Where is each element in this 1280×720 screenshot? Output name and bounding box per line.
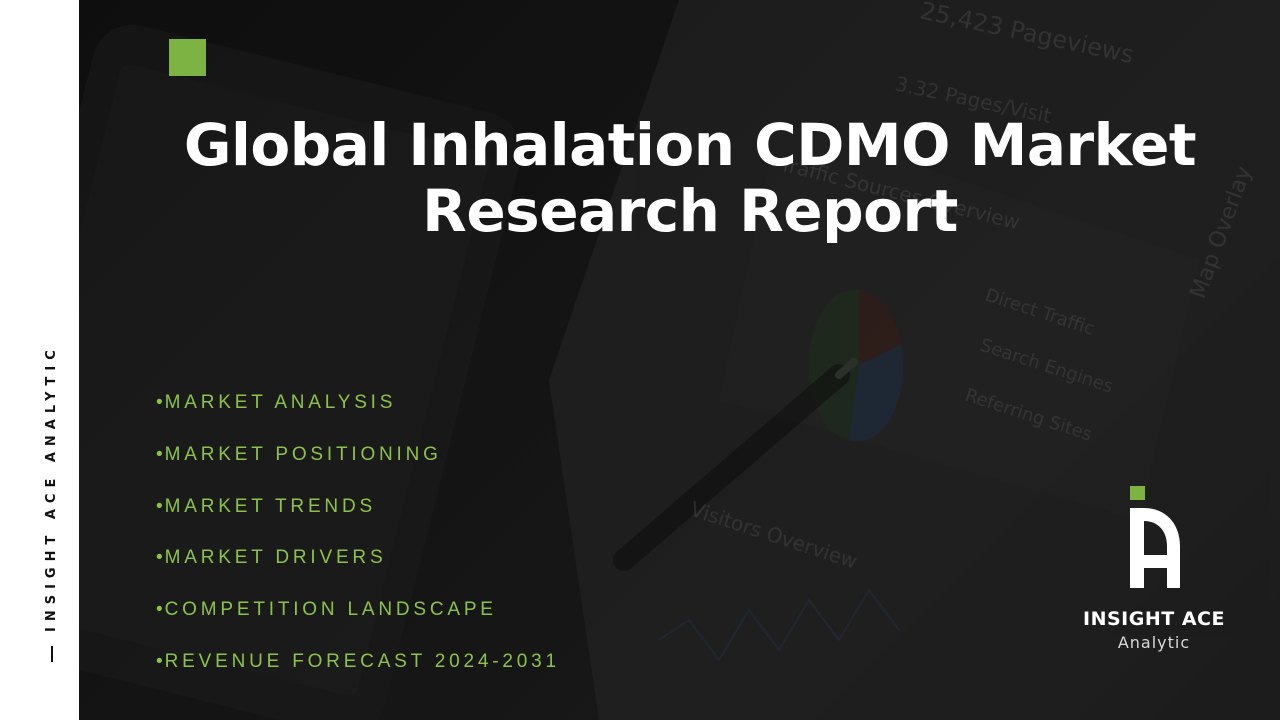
topic-label: MARKET DRIVERS: [164, 547, 387, 569]
topic-item: • MARKET POSITIONING: [156, 444, 560, 496]
bullet-marker: •: [156, 495, 163, 517]
logo-green-square: [1130, 486, 1145, 500]
background-illustration: 25,423 Pageviews 3.32 Pages/Visit Traffi…: [79, 0, 1280, 720]
side-label: INSIGHT ACE ANALYTIC: [44, 344, 59, 662]
tablet-screen: [79, 64, 489, 696]
topic-label: MARKET TRENDS: [164, 495, 376, 517]
topic-item: • REVENUE FORECAST 2024-2031: [156, 651, 560, 703]
report-title: Global Inhalation CDMO Market Research R…: [170, 112, 1210, 244]
bullet-marker: •: [156, 547, 163, 569]
background-overlay: [79, 0, 1280, 720]
logo-name: INSIGHT ACE: [1083, 608, 1225, 630]
topic-item: • MARKET DRIVERS: [156, 547, 560, 599]
report-title-line-2: Research Report: [422, 177, 958, 245]
logo-mark-icon: [1130, 486, 1180, 588]
background-photo: 25,423 Pageviews 3.32 Pages/Visit Traffi…: [79, 0, 1280, 720]
topic-item: • MARKET TRENDS: [156, 496, 560, 548]
topic-label: COMPETITION LANDSCAPE: [164, 599, 497, 621]
accent-square: [169, 39, 206, 76]
bullet-marker: •: [156, 443, 163, 465]
bullet-marker: •: [156, 599, 163, 621]
topic-label: MARKET ANALYSIS: [164, 392, 397, 413]
bullet-marker: •: [156, 650, 163, 672]
side-strip: INSIGHT ACE ANALYTIC: [0, 0, 79, 720]
topic-label: MARKET POSITIONING: [164, 443, 442, 465]
side-dash: [50, 646, 53, 662]
pie-slice-blue: [849, 345, 903, 442]
logo-subtitle: Analytic: [1117, 633, 1191, 652]
pen: [613, 358, 858, 571]
topic-item: • COMPETITION LANDSCAPE: [156, 599, 560, 651]
company-logo: INSIGHT ACE Analytic: [1082, 484, 1226, 664]
bg-line-chart: [658, 588, 900, 662]
logo-letter-a: [1130, 508, 1180, 588]
bullet-marker: •: [156, 392, 163, 413]
topic-item: • MARKET ANALYSIS: [156, 392, 560, 444]
report-title-line-1: Global Inhalation CDMO Market: [183, 111, 1197, 179]
side-label-text: INSIGHT ACE ANALYTIC: [44, 344, 59, 632]
pie-slice-red: [859, 290, 901, 365]
topic-label: REVENUE FORECAST 2024-2031: [164, 650, 560, 672]
topic-list: • MARKET ANALYSIS • MARKET POSITIONING • MA…: [156, 392, 560, 703]
